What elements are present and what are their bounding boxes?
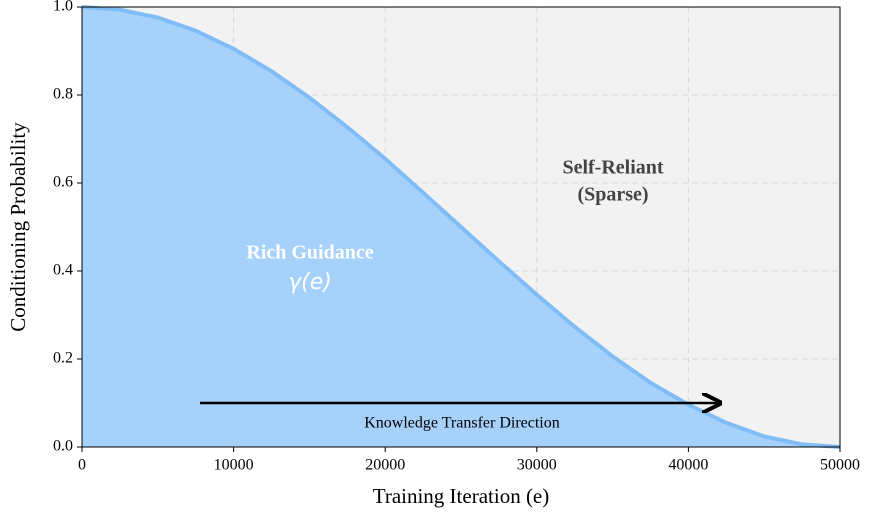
x-tick-label: 20000	[365, 457, 405, 474]
annotation: γ(e)	[288, 270, 332, 295]
y-tick-label: 0.2	[53, 350, 73, 367]
x-axis-label: Training Iteration (e)	[373, 484, 550, 508]
y-tick-label: 0.0	[53, 438, 73, 455]
annotation: Knowledge Transfer Direction	[364, 415, 560, 432]
plot-frame	[81, 6, 841, 448]
annotation: (Sparse)	[577, 184, 648, 206]
annotation: Rich Guidance	[246, 242, 373, 264]
y-tick-label: 0.6	[53, 174, 73, 191]
y-axis-label: Conditioning Probability	[6, 122, 30, 332]
y-tick-label: 0.4	[53, 262, 73, 279]
annotation: Self-Reliant	[562, 157, 663, 179]
x-tick-label: 40000	[668, 457, 708, 474]
x-tick-label: 50000	[820, 457, 860, 474]
x-tick-label: 10000	[214, 457, 254, 474]
y-tick-label: 0.8	[53, 86, 73, 103]
x-tick-label: 30000	[517, 457, 557, 474]
x-tick-label: 0	[78, 457, 86, 474]
y-tick-label: 1.0	[53, 0, 73, 15]
line	[81, 5, 841, 449]
